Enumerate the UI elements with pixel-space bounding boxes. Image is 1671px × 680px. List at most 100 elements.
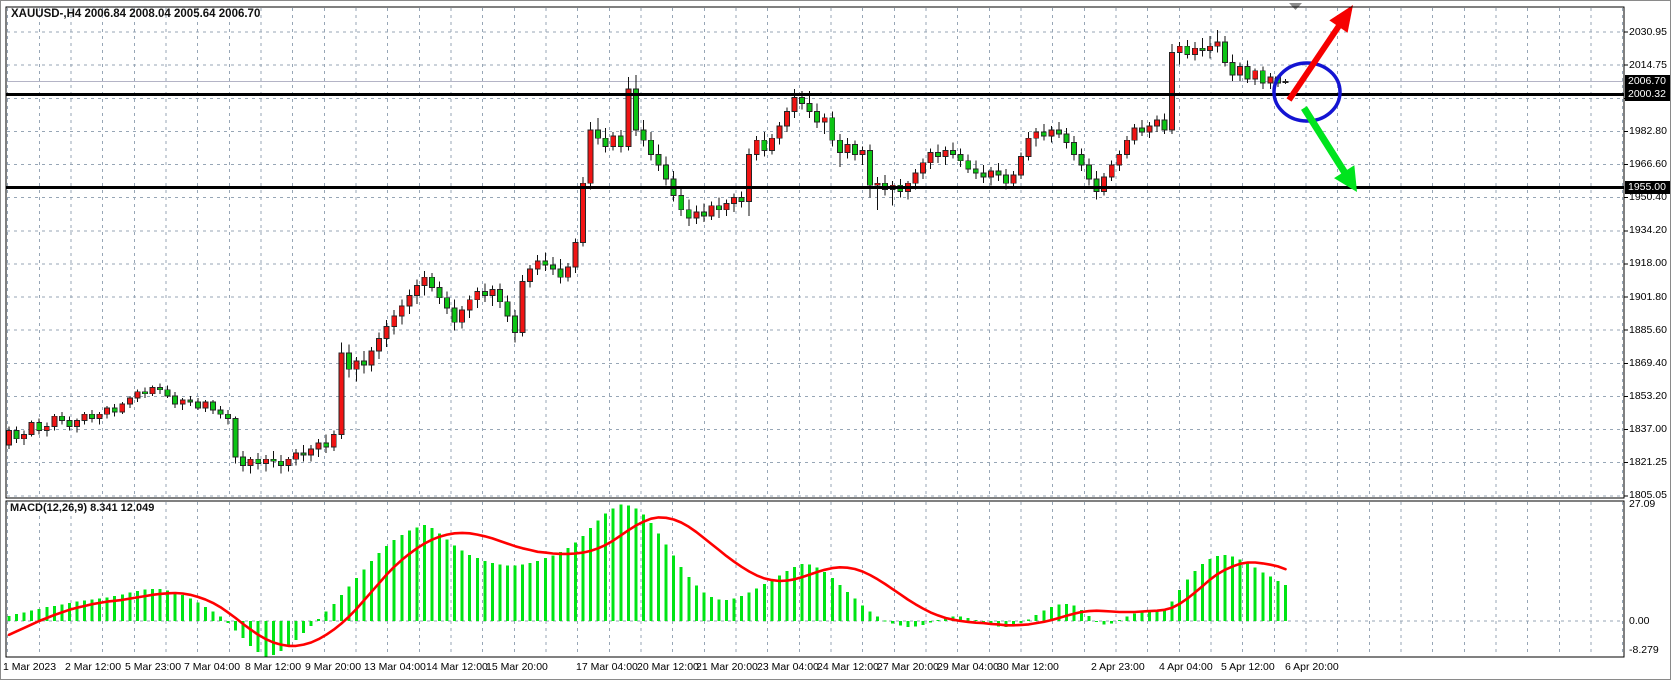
macd-histogram-bar bbox=[400, 535, 404, 621]
price-axis-label: 1982.80 bbox=[1629, 124, 1667, 137]
bullish-arrow-shaft[interactable] bbox=[1286, 23, 1343, 102]
highlight-ellipse[interactable] bbox=[1272, 61, 1342, 123]
candle-body bbox=[217, 409, 224, 415]
bearish-arrow-shaft[interactable] bbox=[1301, 106, 1349, 176]
price-axis-label: 2014.75 bbox=[1629, 58, 1667, 71]
macd-signal-line bbox=[7, 516, 1287, 648]
candle-body bbox=[119, 403, 126, 413]
macd-histogram-bar bbox=[1148, 611, 1152, 621]
macd-histogram-bar bbox=[891, 621, 895, 624]
macd-histogram-bar bbox=[1215, 556, 1219, 621]
candle-body bbox=[731, 197, 738, 205]
candle-body bbox=[149, 387, 156, 395]
candle-body bbox=[912, 172, 919, 184]
price-tag: 1955.00 bbox=[1625, 180, 1670, 194]
price-axis-label: 1837.00 bbox=[1629, 423, 1667, 436]
price-axis-label: 1934.20 bbox=[1629, 224, 1667, 237]
candle-body bbox=[300, 452, 307, 456]
macd-histogram-bar bbox=[415, 527, 419, 621]
candle-body bbox=[972, 168, 979, 174]
candle-body bbox=[481, 291, 488, 297]
candle-body bbox=[723, 203, 730, 211]
macd-histogram-bar bbox=[694, 585, 698, 621]
macd-histogram-bar bbox=[392, 540, 396, 621]
candle-body bbox=[950, 150, 957, 156]
time-axis-label: 7 Mar 04:00 bbox=[184, 661, 241, 673]
drawing-annotations[interactable] bbox=[1272, 3, 1357, 192]
candle-body bbox=[240, 456, 247, 466]
macd-histogram-bar bbox=[793, 566, 797, 621]
macd-histogram-bar bbox=[1163, 609, 1167, 621]
candle-body bbox=[1161, 119, 1168, 131]
candle-body bbox=[459, 309, 466, 323]
macd-histogram-bar bbox=[725, 599, 729, 621]
macd-histogram-bar bbox=[611, 508, 615, 621]
macd-histogram-bar bbox=[30, 610, 34, 621]
macd-histogram-bar bbox=[490, 562, 494, 621]
candle-body bbox=[648, 139, 654, 156]
macd-histogram-bar bbox=[1140, 611, 1144, 621]
candle-body bbox=[1222, 41, 1228, 64]
time-axis-label: 29 Mar 04:00 bbox=[937, 661, 999, 673]
macd-axis-label: 0.00 bbox=[1629, 614, 1650, 627]
candle-body bbox=[784, 111, 790, 127]
macd-histogram-bar bbox=[966, 617, 970, 621]
bullish-arrow-head[interactable] bbox=[1329, 5, 1353, 33]
macd-histogram-bar bbox=[67, 602, 71, 621]
macd-histogram-bar bbox=[505, 565, 509, 621]
price-axis-label: 1805.05 bbox=[1629, 489, 1667, 502]
candle-body bbox=[504, 301, 511, 317]
time-axis-label: 6 Apr 20:00 bbox=[1285, 661, 1339, 673]
macd-histogram-bar bbox=[596, 520, 600, 621]
candle-body bbox=[368, 350, 375, 366]
horizontal-support-resistance-lines[interactable] bbox=[6, 93, 1624, 189]
candle-body bbox=[338, 352, 345, 436]
macd-histogram-bar bbox=[876, 616, 880, 621]
candle-body bbox=[806, 103, 813, 113]
price-axis-label: 1950.40 bbox=[1629, 191, 1667, 204]
candle-body bbox=[595, 129, 602, 139]
candle-body bbox=[1018, 156, 1025, 176]
candle-body bbox=[640, 129, 647, 141]
macd-histogram-bar bbox=[626, 505, 630, 621]
price-axis-label: 1853.20 bbox=[1629, 389, 1667, 402]
macd-histogram-bar bbox=[1057, 604, 1061, 621]
candle-body bbox=[262, 458, 269, 464]
macd-histogram-bar bbox=[830, 578, 834, 621]
macd-histogram-bar bbox=[536, 560, 540, 621]
macd-histogram-bar bbox=[1117, 620, 1121, 622]
candle-body bbox=[617, 135, 624, 147]
candle-body bbox=[602, 137, 609, 147]
macd-histogram-bar bbox=[823, 571, 827, 621]
macd-histogram-bar bbox=[1027, 619, 1031, 621]
candle-body bbox=[587, 129, 594, 184]
candle-body bbox=[685, 209, 692, 219]
time-axis-label: 15 Mar 20:00 bbox=[486, 661, 548, 673]
macd-histogram-bar bbox=[120, 594, 124, 621]
macd-histogram-bar bbox=[218, 616, 222, 621]
candle-body bbox=[315, 442, 322, 450]
macd-histogram-bar bbox=[664, 544, 668, 621]
macd-histogram-bar bbox=[1231, 556, 1235, 621]
bearish-arrow-head[interactable] bbox=[1334, 165, 1357, 192]
candle-body bbox=[935, 152, 941, 158]
candle-body bbox=[58, 415, 65, 421]
candle-body bbox=[693, 211, 700, 219]
macd-histogram-bar bbox=[944, 617, 948, 621]
candle-body bbox=[308, 448, 315, 456]
candle-body bbox=[814, 111, 821, 123]
candle-body bbox=[255, 458, 262, 464]
macd-histogram-bar bbox=[1095, 621, 1099, 622]
macd-histogram-bar bbox=[1012, 621, 1016, 626]
candle-body bbox=[534, 260, 541, 270]
macd-histogram-bar bbox=[838, 584, 842, 621]
candle-body bbox=[1206, 45, 1213, 51]
macd-histogram-bar bbox=[815, 567, 819, 621]
candle-body bbox=[43, 426, 50, 432]
macd-histogram-bar bbox=[98, 598, 102, 621]
candle-body bbox=[202, 401, 209, 409]
macd-histogram-bar bbox=[83, 600, 87, 621]
candle-body bbox=[89, 413, 96, 419]
macd-histogram-bar bbox=[702, 592, 706, 621]
